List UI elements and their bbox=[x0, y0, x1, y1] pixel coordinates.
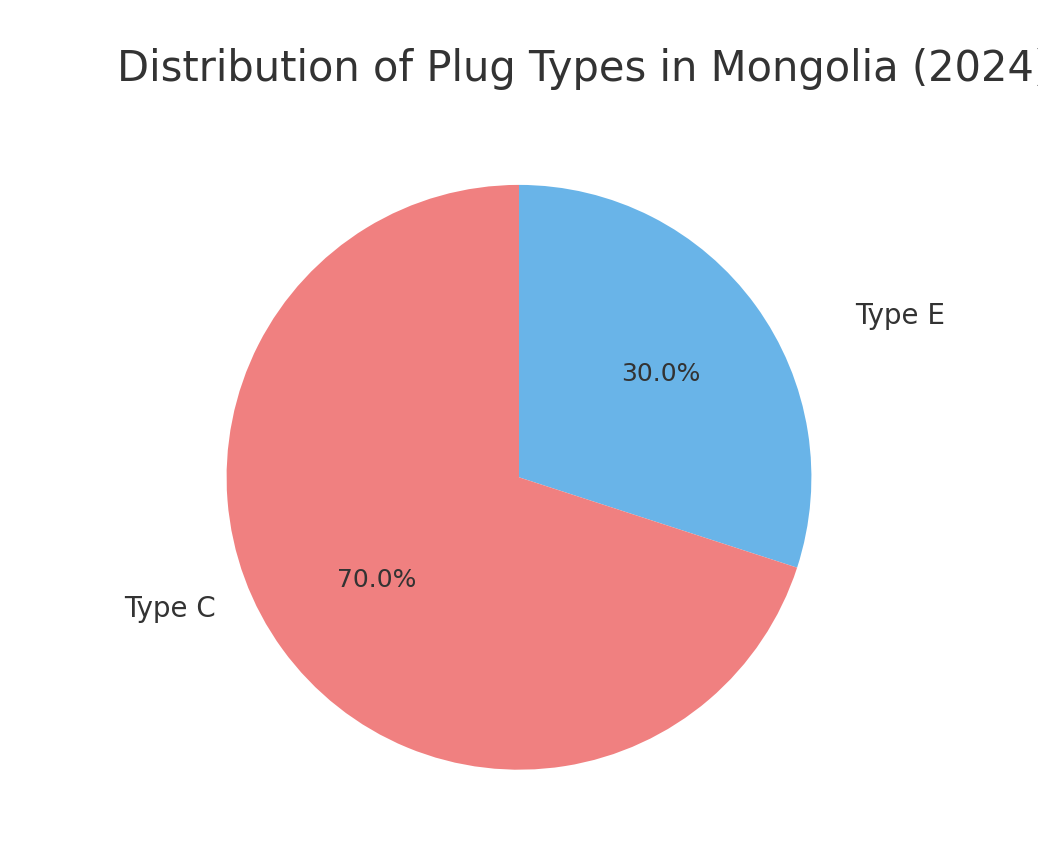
Wedge shape bbox=[226, 185, 797, 770]
Wedge shape bbox=[519, 185, 812, 568]
Text: 70.0%: 70.0% bbox=[337, 568, 416, 593]
Text: Type C: Type C bbox=[125, 595, 216, 623]
Text: 30.0%: 30.0% bbox=[622, 362, 701, 386]
Text: Distribution of Plug Types in Mongolia (2024): Distribution of Plug Types in Mongolia (… bbox=[117, 48, 1038, 90]
Text: Type E: Type E bbox=[855, 303, 946, 330]
